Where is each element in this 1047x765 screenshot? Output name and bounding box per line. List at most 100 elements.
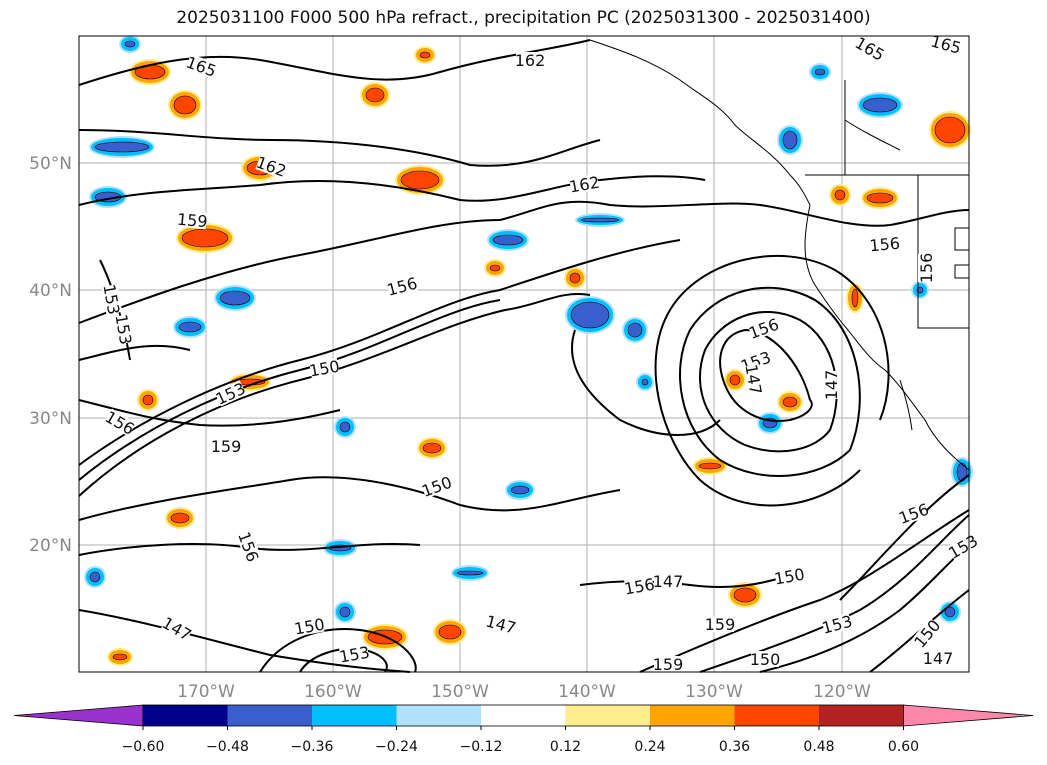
precip-blob (484, 259, 506, 277)
contour-label-bg (774, 565, 805, 587)
coastline-segment (804, 204, 970, 471)
colorbar-tick-label: 0.48 (803, 739, 834, 755)
precip-blob-core (419, 51, 431, 59)
precip-blob (168, 90, 202, 120)
map-area (79, 36, 969, 672)
precipitation-shading (84, 35, 973, 666)
colorbar-segment (312, 705, 397, 726)
precip-blob-core (124, 40, 136, 48)
contour-label-text: 147 (653, 572, 684, 591)
contour-label-text: 159 (176, 210, 208, 232)
contour-line (759, 544, 970, 673)
precip-blob (564, 267, 586, 289)
contour-line (699, 514, 970, 673)
colorbar-tick-label: 0.12 (550, 739, 581, 755)
precip-blob (137, 389, 159, 411)
contour-line (654, 254, 890, 507)
lon-label: 130°W (685, 682, 743, 702)
precip-blob-core (219, 290, 251, 306)
precip-blob-core (641, 378, 649, 386)
contour-label-bg (160, 614, 194, 643)
longitude-labels: 170°W 160°W 150°W 140°W 130°W 120°W (177, 682, 871, 702)
contour-label-bg (870, 234, 900, 254)
precip-blob (334, 601, 356, 623)
contour-line (78, 175, 706, 206)
contour-label: 156 (917, 253, 936, 284)
colorbar-segment (143, 705, 228, 726)
precip-blob (777, 391, 803, 413)
precip-blob-core (782, 130, 798, 150)
contour-label-bg (569, 173, 600, 195)
precip-blob (173, 316, 207, 338)
colorbar-segment (650, 705, 735, 726)
colorbar (13, 704, 1034, 727)
precip-blob-core (866, 192, 894, 204)
contour-line (839, 474, 970, 601)
coastline (589, 39, 970, 471)
lon-label: 140°W (558, 682, 616, 702)
precip-blob (89, 136, 155, 158)
contour-label-bg (654, 656, 682, 672)
precip-blob (809, 63, 831, 81)
precip-blob-core (580, 217, 620, 223)
lon-label: 120°W (813, 682, 871, 702)
precip-blob-core (438, 624, 462, 640)
precip-blob (939, 601, 961, 623)
contour-label: 162 (568, 173, 601, 197)
precip-blob (929, 111, 971, 149)
contour-label: 156 (896, 500, 931, 528)
precip-blob-core (173, 95, 197, 115)
contour-label-bg (420, 473, 453, 499)
contour-label-text: 150 (750, 650, 781, 669)
lon-label: 170°W (177, 682, 235, 702)
precip-blob (334, 416, 356, 438)
precip-blob (505, 480, 535, 500)
precip-blob-core (339, 421, 351, 433)
contour-label-bg (821, 612, 853, 636)
contour-label-bg (853, 34, 887, 63)
precip-blob-core (339, 606, 351, 618)
precip-blob-core (627, 322, 643, 338)
precip-blob (575, 213, 625, 227)
contour-label-text: 147 (923, 649, 954, 668)
contour-label: 153 (99, 283, 123, 316)
coastline-segment (917, 175, 969, 329)
precip-blob (622, 317, 648, 343)
coastline-segment (899, 379, 913, 431)
colorbar-tick-label: −0.24 (375, 739, 418, 755)
contour-label-text: 159 (211, 437, 242, 456)
contour-line (579, 574, 791, 588)
map-border (78, 35, 970, 673)
colorbar-extend-max (903, 704, 1034, 727)
precip-blob (176, 223, 234, 253)
precip-blob-core (814, 68, 826, 76)
precip-blob (84, 566, 106, 588)
colorbar-tick-label: −0.12 (460, 739, 503, 755)
contour-label: 159 (705, 615, 736, 634)
contour-line (639, 509, 970, 673)
precip-blob (861, 187, 899, 209)
contour-label-text: 156 (917, 253, 936, 284)
lon-label: 150°W (431, 682, 489, 702)
precip-blob (414, 46, 436, 64)
precip-blob (857, 92, 903, 118)
contour-label: 153 (111, 313, 135, 346)
precip-blob-core (851, 288, 859, 308)
contour-label-bg (485, 612, 517, 636)
lat-label: 40°N (29, 281, 72, 301)
precip-blob (724, 369, 746, 391)
precip-blob-core (492, 234, 524, 246)
precip-blob-core (94, 141, 150, 153)
contour-line (259, 628, 417, 673)
contour-line (78, 476, 621, 521)
contour-label: 147 (923, 649, 954, 668)
contour-label-bg (654, 573, 682, 589)
colorbar-tick-label: −0.36 (291, 739, 334, 755)
contour-label: 147 (653, 572, 684, 591)
contour-label-text: 162 (515, 51, 546, 70)
contour-label-bg (294, 615, 325, 637)
contour-label-bg (897, 500, 930, 526)
contour-line (78, 239, 681, 466)
contour-label-bg (255, 153, 288, 179)
precip-blob (693, 457, 727, 475)
